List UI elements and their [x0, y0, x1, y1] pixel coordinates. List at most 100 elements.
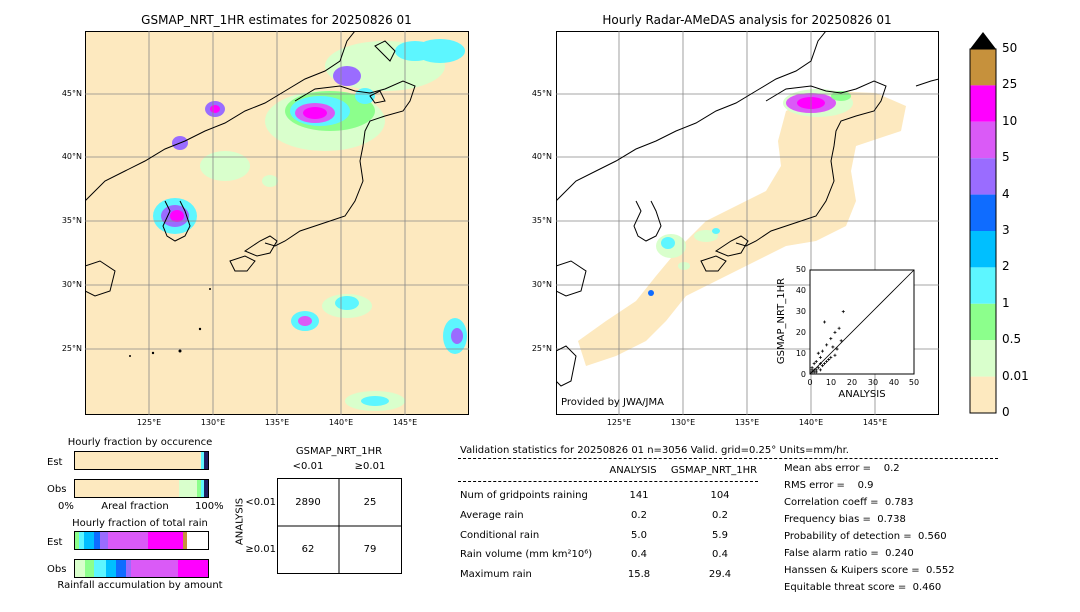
occurrence-est-seg — [201, 452, 204, 469]
score-hk: Hanssen & Kuipers score = 0.552 — [784, 565, 955, 576]
total-rain-bars — [74, 531, 209, 578]
left-map-title: GSMAP_NRT_1HR estimates for 20250826 01 — [141, 13, 412, 27]
total-rain-obs-seg — [75, 560, 85, 577]
left-lon-130: 130°E — [200, 418, 226, 427]
scatter-point — [825, 360, 829, 364]
colorbar-segment — [970, 303, 996, 341]
total-rain-est-seg — [75, 532, 79, 549]
scatter-diagonal — [809, 269, 915, 375]
colorbar-label: 1 — [1002, 295, 1010, 310]
right-lat-40: 40°N — [531, 152, 552, 161]
colorbar-segment — [970, 85, 996, 122]
contingency-cell-yy: 79 — [363, 544, 377, 555]
right-map-grid — [556, 31, 939, 415]
scatter-point — [825, 343, 829, 347]
scatter-point — [818, 362, 822, 366]
score-mae: Mean abs error = 0.2 — [784, 463, 900, 474]
occurrence-obs-bar — [74, 479, 209, 498]
total-rain-obs-seg — [116, 560, 126, 577]
colorbar-segment — [970, 158, 996, 195]
scatter-point — [837, 326, 841, 330]
occurrence-axis-right: 100% — [195, 501, 224, 512]
colorbar-label: 5 — [1002, 150, 1010, 165]
stat-analysis-average: 0.2 — [631, 510, 647, 521]
left-lat-35: 35°N — [61, 216, 82, 225]
scatter-point — [841, 310, 845, 314]
total-rain-obs-seg — [94, 560, 106, 577]
total-rain-label-obs: Obs — [47, 564, 67, 575]
scatter-ytick-30: 30 — [795, 307, 806, 316]
scatter-point — [820, 364, 824, 368]
total-rain-est-seg — [94, 532, 100, 549]
stat-analysis-volume: 0.4 — [631, 549, 647, 560]
scatter-ytick-0: 0 — [800, 370, 806, 379]
total-rain-obs-seg — [85, 560, 94, 577]
total-rain-title: Hourly fraction of total rain — [72, 518, 208, 529]
score-frequency-bias: Frequency bias = 0.738 — [784, 514, 906, 525]
occurrence-axis-caption: Areal fraction — [101, 501, 169, 512]
left-lon-145: 145°E — [392, 418, 418, 427]
stat-analysis-conditional: 5.0 — [631, 530, 647, 541]
scatter-point — [823, 320, 827, 324]
left-lat-30: 30°N — [61, 280, 82, 289]
validation-header-divider — [458, 481, 758, 482]
score-correlation: Correlation coeff = 0.783 — [784, 497, 914, 508]
validation-divider — [458, 458, 998, 459]
total-rain-obs-seg — [106, 560, 116, 577]
scatter-ytick-10: 10 — [795, 349, 806, 358]
scatter-point — [833, 330, 837, 334]
scatter-point — [818, 355, 822, 359]
scatter-xtick-20: 20 — [846, 378, 858, 387]
right-lon-130: 130°E — [670, 418, 696, 427]
total-rain-est-seg — [84, 532, 94, 549]
occurrence-obs-seg — [204, 480, 208, 497]
contingency-cell-yn: 62 — [301, 544, 315, 555]
colorbar-segment — [970, 121, 996, 159]
colorbar-label: 0.01 — [1002, 368, 1029, 383]
left-map: 45°N — [85, 31, 469, 415]
score-far: False alarm ratio = 0.240 — [784, 548, 914, 559]
stat-label-volume: Rain volume (mm km²10⁶) — [460, 549, 593, 560]
stat-gsmap-gridpoints: 104 — [710, 490, 730, 501]
left-lon-140: 140°E — [328, 418, 354, 427]
scatter-point — [818, 368, 822, 372]
scatter-xtick-10: 10 — [825, 378, 837, 387]
colorbar-label: 25 — [1002, 77, 1018, 92]
scatter-ytick-20: 20 — [795, 328, 806, 337]
stat-gsmap-average: 0.2 — [712, 510, 728, 521]
stat-label-average: Average rain — [460, 510, 524, 521]
colorbar-label: 0 — [1002, 405, 1010, 419]
scatter-point — [820, 349, 824, 353]
contingency-col-above: ≥0.01 — [354, 461, 386, 472]
scatter-xtick-40: 40 — [888, 378, 900, 387]
scatter-ylabel: GSMAP_NRT_1HR — [776, 277, 787, 365]
scatter-ytick-50: 50 — [795, 265, 806, 274]
scatter-point — [816, 366, 820, 370]
stat-analysis-gridpoints: 141 — [629, 490, 649, 501]
colorbar-border — [969, 48, 997, 414]
total-rain-est-seg — [108, 532, 148, 549]
total-rain-label-est: Est — [47, 537, 63, 548]
total-rain-est-seg — [148, 532, 183, 549]
occurrence-est-seg — [204, 452, 208, 469]
score-pod: Probability of detection = 0.560 — [784, 531, 947, 542]
scatter-ytick-40: 40 — [795, 286, 806, 295]
total-rain-est-seg — [183, 532, 187, 549]
data-credit: Provided by JWA/JMA — [561, 397, 664, 408]
total-rain-caption: Rainfall accumulation by amount — [57, 580, 223, 591]
scatter-point — [816, 351, 820, 355]
occurrence-bars — [74, 451, 209, 498]
total-rain-obs-seg — [131, 560, 178, 577]
occurrence-obs-seg — [197, 480, 201, 497]
left-map-grid — [85, 31, 469, 415]
colorbar-label: 0.5 — [1002, 332, 1022, 347]
scatter-point — [823, 362, 827, 366]
stat-gsmap-maximum: 29.4 — [708, 569, 732, 580]
left-lat-40: 40°N — [61, 152, 82, 161]
contingency-row-below: <0.01 — [245, 497, 276, 508]
colorbar-segment — [970, 194, 996, 231]
scatter-point — [814, 370, 818, 374]
colorbar-segment — [970, 340, 996, 377]
right-lon-140: 140°E — [798, 418, 824, 427]
scatter-xtick-30: 30 — [867, 378, 879, 387]
